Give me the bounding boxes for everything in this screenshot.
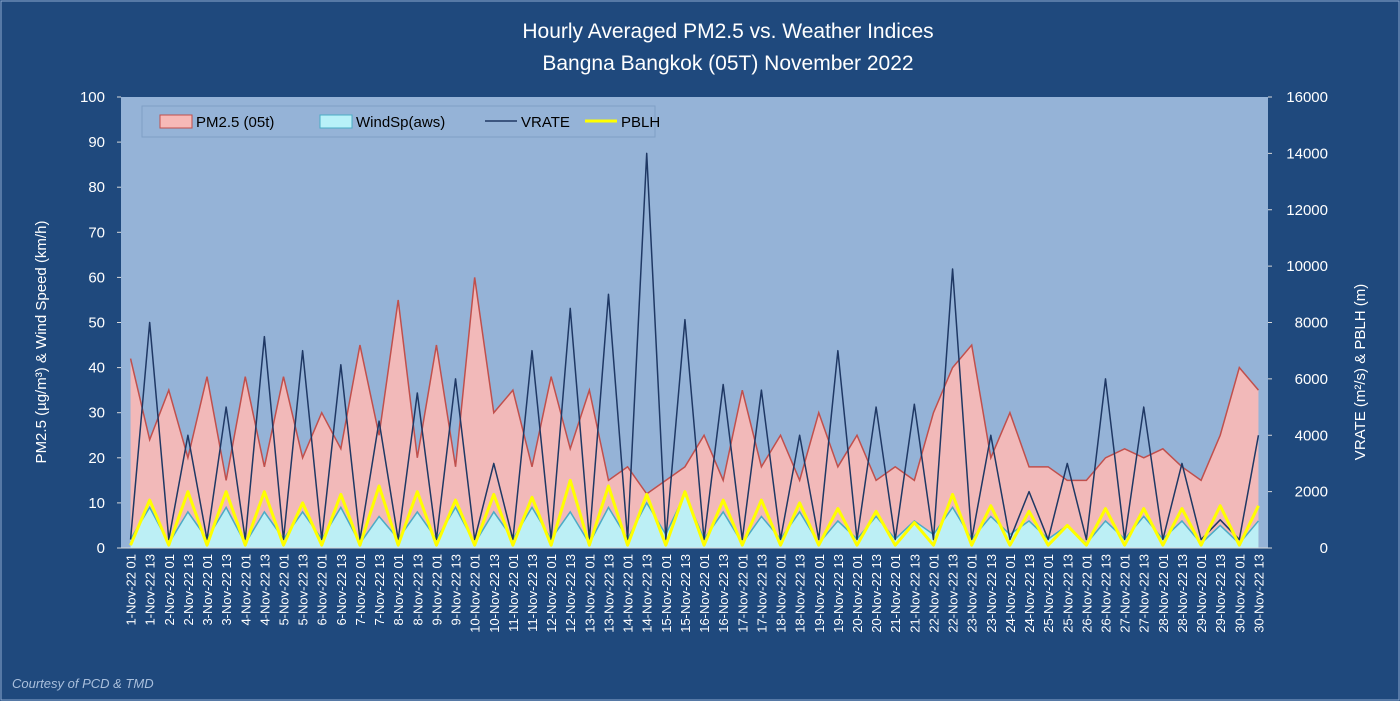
- x-tick-label: 19-Nov-22 13: [831, 554, 846, 633]
- x-tick-label: 23-Nov-22 01: [965, 554, 980, 633]
- line: [129, 478, 1260, 547]
- x-tick-label: 14-Nov-22 01: [621, 554, 636, 633]
- x-tick-label: 25-Nov-22 01: [1041, 554, 1056, 633]
- legend-label: PM2.5 (05t): [196, 114, 274, 131]
- x-tick-label: 22-Nov-22 01: [926, 554, 941, 633]
- x-tick-label: 20-Nov-22 01: [850, 554, 865, 633]
- y2-tick-label: 16000: [1286, 89, 1328, 106]
- y-tick-label: 20: [88, 450, 105, 467]
- x-tick-label: 18-Nov-22 13: [793, 554, 808, 633]
- area: [130, 277, 1259, 548]
- legend-swatch: [159, 114, 193, 129]
- x-tick-label: 15-Nov-22 01: [659, 554, 674, 633]
- line: [129, 152, 1260, 541]
- x-tick-label: 18-Nov-22 01: [774, 554, 789, 633]
- legend-label: PBLH: [621, 114, 660, 131]
- y-tick-label: 60: [88, 269, 105, 286]
- x-tick-label: 5-Nov-22 01: [276, 554, 291, 626]
- x-tick-label: 19-Nov-22 01: [812, 554, 827, 633]
- y-tick-label: 0: [97, 540, 105, 557]
- x-tick-label: 27-Nov-22 13: [1137, 554, 1152, 633]
- y-tick-label: 70: [88, 224, 105, 241]
- x-tick-label: 22-Nov-22 13: [946, 554, 961, 633]
- x-tick-label: 10-Nov-22 13: [487, 554, 502, 633]
- x-tick-label: 29-Nov-22 01: [1194, 554, 1209, 633]
- x-tick-label: 20-Nov-22 13: [869, 554, 884, 633]
- x-tick-label: 17-Nov-22 13: [754, 554, 769, 633]
- x-tick-label: 17-Nov-22 01: [735, 554, 750, 633]
- x-tick-label: 3-Nov-22 01: [200, 554, 215, 626]
- x-tick-label: 29-Nov-22 13: [1213, 554, 1228, 633]
- x-tick-label: 27-Nov-22 01: [1118, 554, 1133, 633]
- x-tick-label: 28-Nov-22 01: [1156, 554, 1171, 633]
- legend-label: VRATE: [521, 114, 570, 131]
- x-tick-label: 9-Nov-22 13: [449, 554, 464, 626]
- y-tick-label: 30: [88, 405, 105, 422]
- legend-label: WindSp(aws): [356, 114, 445, 131]
- x-tick-label: 10-Nov-22 01: [468, 554, 483, 633]
- y2-tick-label: 8000: [1295, 315, 1328, 332]
- x-tick-label: 16-Nov-22 13: [716, 554, 731, 633]
- x-tick-label: 8-Nov-22 13: [410, 554, 425, 626]
- x-tick-label: 24-Nov-22 13: [1022, 554, 1037, 633]
- x-tick-label: 7-Nov-22 13: [372, 554, 387, 626]
- y2-axis-title: VRATE (m²/s) & PBLH (m): [1352, 284, 1369, 460]
- x-tick-label: 2-Nov-22 01: [162, 554, 177, 626]
- y2-tick-label: 12000: [1286, 202, 1328, 219]
- y-tick-label: 80: [88, 179, 105, 196]
- x-tick-label: 6-Nov-22 01: [315, 554, 330, 626]
- x-tick-label: 21-Nov-22 13: [907, 554, 922, 633]
- x-tick-label: 11-Nov-22 13: [525, 554, 540, 632]
- y2-tick-label: 0: [1320, 540, 1328, 557]
- x-tick-label: 12-Nov-22 13: [563, 554, 578, 633]
- chart-subtitle: Bangna Bangkok (05T) November 2022: [542, 52, 913, 75]
- x-tick-label: 30-Nov-22 13: [1251, 554, 1266, 633]
- y-tick-label: 40: [88, 360, 105, 377]
- x-tick-label: 2-Nov-22 13: [181, 554, 196, 626]
- x-tick-label: 15-Nov-22 13: [678, 554, 693, 633]
- legend-box: [141, 105, 656, 138]
- x-tick-label: 12-Nov-22 01: [544, 554, 559, 633]
- x-tick-label: 28-Nov-22 13: [1175, 554, 1190, 633]
- x-tick-label: 14-Nov-22 13: [640, 554, 655, 633]
- y2-tick-label: 2000: [1295, 484, 1328, 501]
- footnote: Courtesy of PCD & TMD: [12, 676, 154, 691]
- x-tick-label: 1-Nov-22 13: [143, 554, 158, 626]
- y2-tick-label: 6000: [1295, 371, 1328, 388]
- x-tick-label: 5-Nov-22 13: [296, 554, 311, 626]
- x-tick-label: 3-Nov-22 13: [219, 554, 234, 626]
- area-line: [129, 277, 1260, 495]
- x-tick-label: 6-Nov-22 13: [334, 554, 349, 626]
- y-tick-label: 50: [88, 315, 105, 332]
- x-tick-label: 26-Nov-22 01: [1079, 554, 1094, 633]
- x-tick-label: 21-Nov-22 01: [888, 554, 903, 633]
- y-tick-label: 90: [88, 134, 105, 151]
- x-tick-label: 30-Nov-22 01: [1232, 554, 1247, 633]
- x-tick-label: 16-Nov-22 01: [697, 554, 712, 633]
- x-tick-label: 7-Nov-22 01: [353, 554, 368, 626]
- x-tick-label: 23-Nov-22 13: [984, 554, 999, 633]
- y-axis-title: PM2.5 (µg/m³) & Wind Speed (km/h): [33, 221, 50, 464]
- x-tick-label: 8-Nov-22 01: [391, 554, 406, 626]
- x-tick-label: 4-Nov-22 01: [238, 554, 253, 626]
- x-tick-label: 24-Nov-22 01: [1003, 554, 1018, 633]
- x-tick-label: 1-Nov-22 01: [124, 554, 139, 626]
- y2-tick-label: 14000: [1286, 145, 1328, 162]
- x-tick-label: 13-Nov-22 13: [601, 554, 616, 633]
- y2-tick-label: 10000: [1286, 258, 1328, 275]
- y-tick-label: 10: [88, 495, 105, 512]
- y2-tick-label: 4000: [1295, 427, 1328, 444]
- y-tick-label: 100: [80, 89, 105, 106]
- x-tick-label: 9-Nov-22 01: [429, 554, 444, 626]
- x-tick-label: 11-Nov-22 01: [506, 554, 521, 632]
- x-tick-label: 4-Nov-22 13: [257, 554, 272, 626]
- legend-swatch: [319, 114, 353, 129]
- x-tick-label: 26-Nov-22 13: [1099, 554, 1114, 633]
- chart-title: Hourly Averaged PM2.5 vs. Weather Indice…: [522, 20, 933, 43]
- x-tick-label: 25-Nov-22 13: [1060, 554, 1075, 633]
- x-tick-label: 13-Nov-22 01: [582, 554, 597, 633]
